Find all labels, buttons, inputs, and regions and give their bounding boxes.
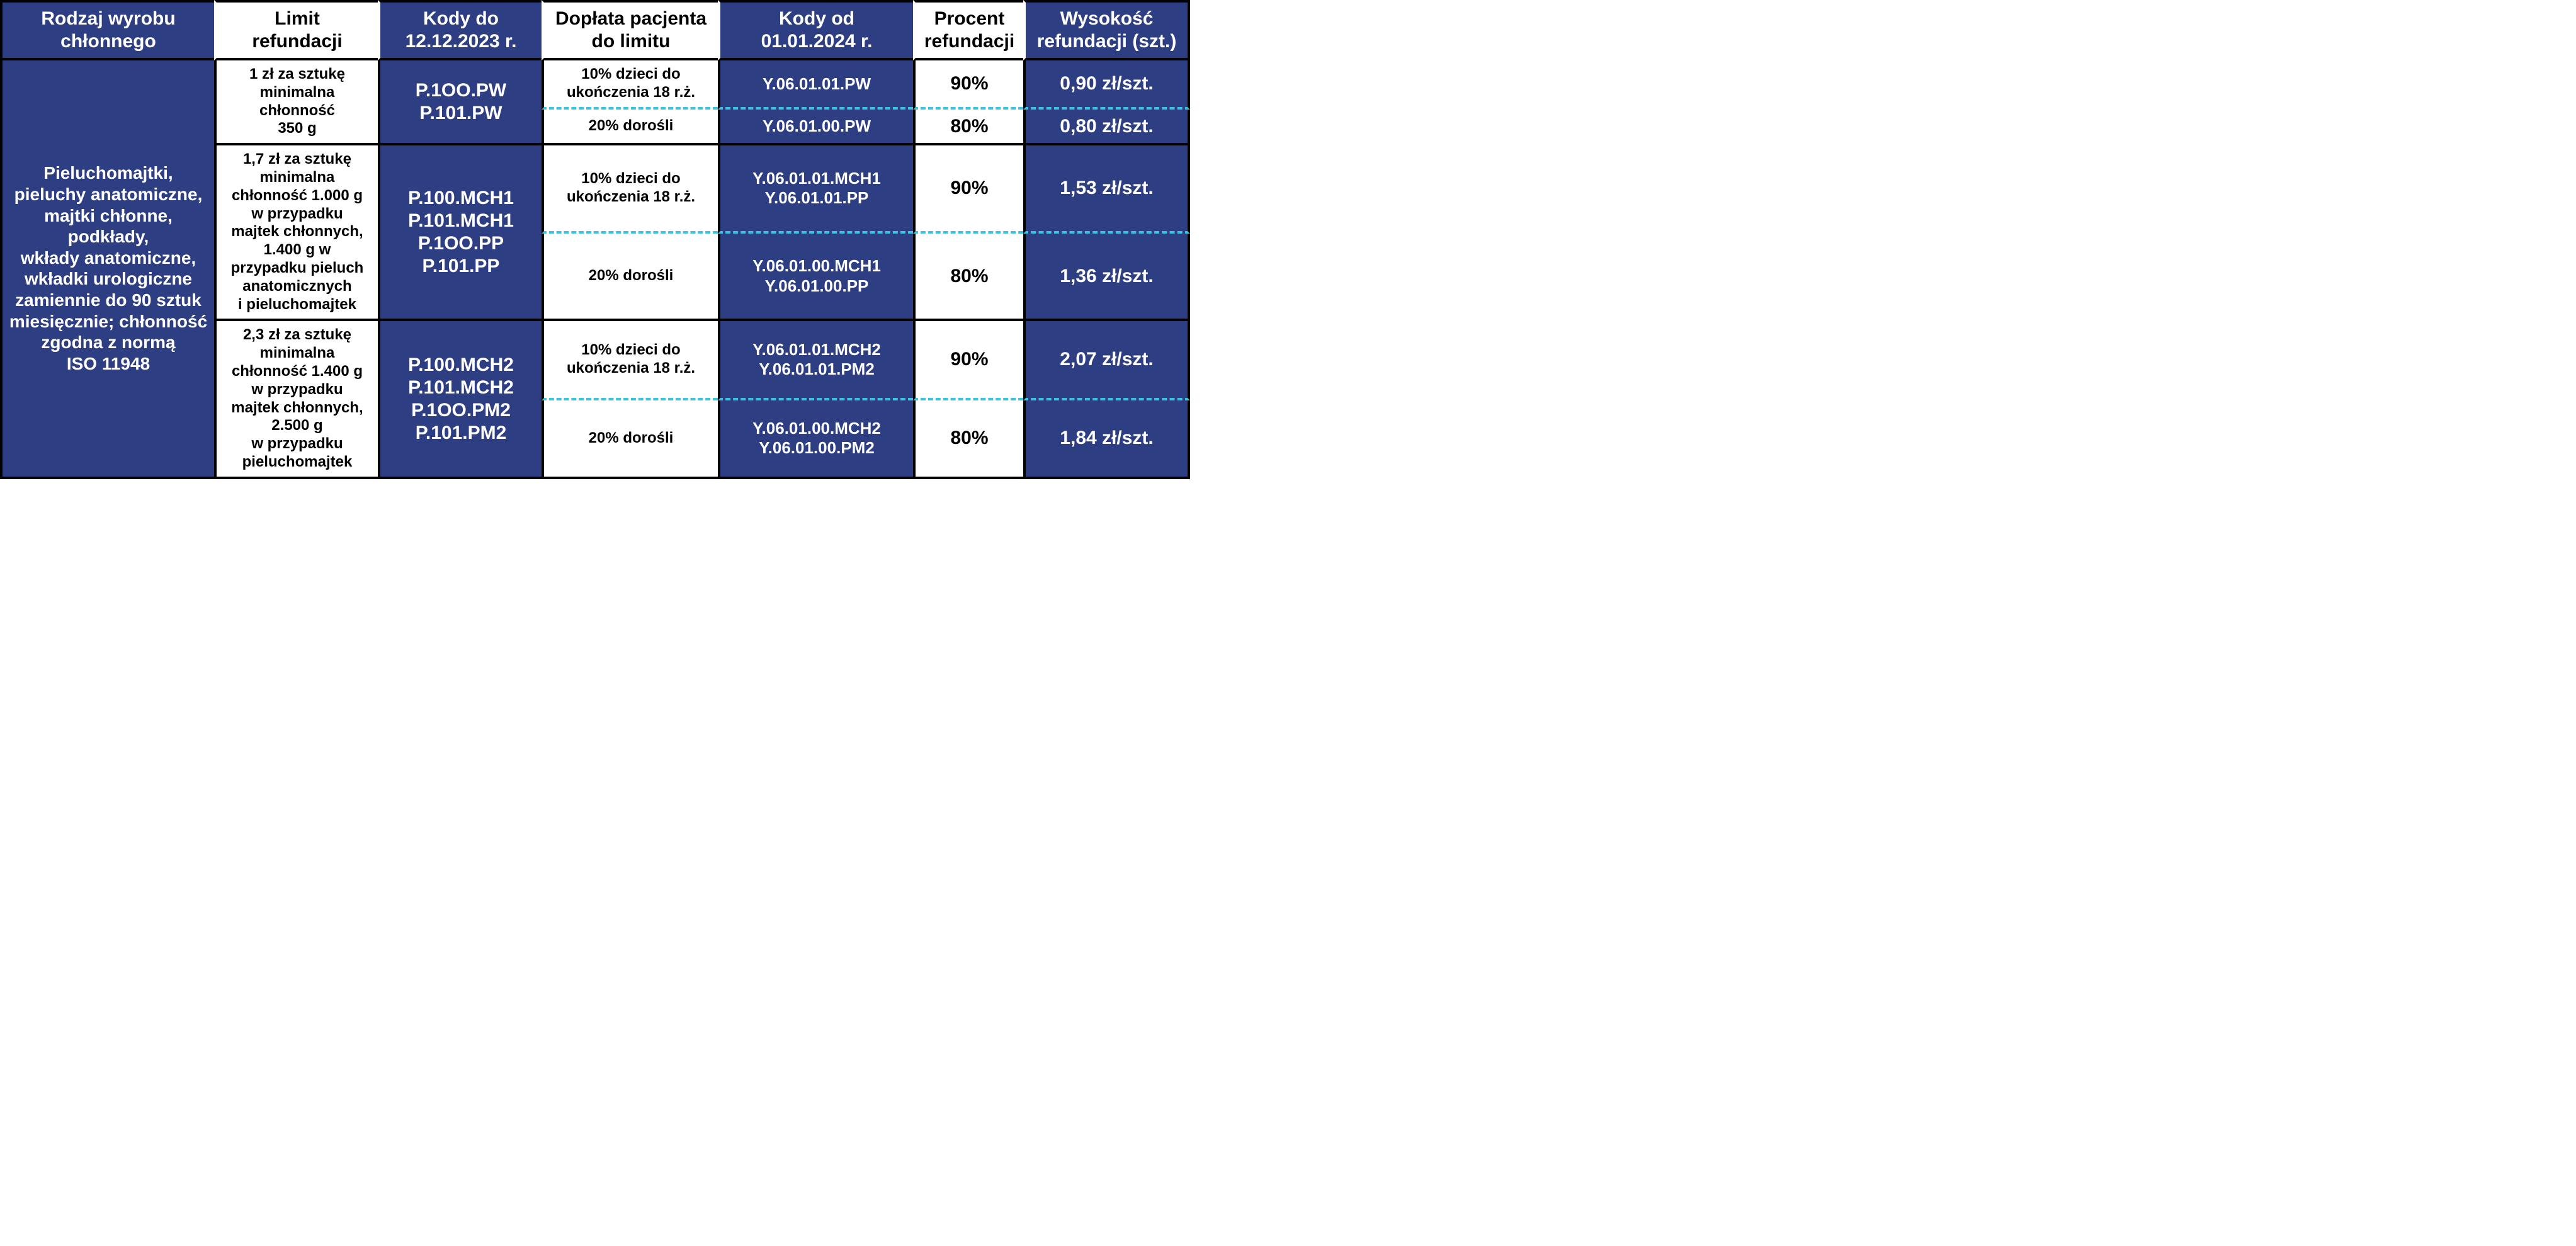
doplata-1-0: 10% dzieci do ukończenia 18 r.ż. [542, 145, 718, 234]
header-col-1: Rodzaj wyrobu chłonnego [0, 0, 214, 60]
pct-1-0: 90% [913, 145, 1023, 234]
new-codes-0-1: Y.06.01.00.PW [718, 110, 913, 145]
amt-2-0: 2,07 zł/szt. [1023, 321, 1190, 400]
product-type-label: Pieluchomajtki, pieluchy anatomiczne, ma… [0, 60, 214, 479]
new-codes-1-0: Y.06.01.01.MCH1 Y.06.01.01.PP [718, 145, 913, 234]
header-col-3: Kody do 12.12.2023 r. [378, 0, 542, 60]
doplata-2-0: 10% dzieci do ukończenia 18 r.ż. [542, 321, 718, 400]
header-col-6: Procent refundacji [913, 0, 1023, 60]
new-codes-2-1: Y.06.01.00.MCH2 Y.06.01.00.PM2 [718, 400, 913, 479]
pct-0-0: 90% [913, 60, 1023, 110]
header-col-4: Dopłata pacjenta do limitu [542, 0, 718, 60]
pct-0-1: 80% [913, 110, 1023, 145]
limit-1: 1,7 zł za sztukę minimalna chłonność 1.0… [214, 145, 378, 321]
new-codes-2-0: Y.06.01.01.MCH2 Y.06.01.01.PM2 [718, 321, 913, 400]
old-codes-1: P.100.MCH1 P.101.MCH1 P.1OO.PP P.101.PP [378, 145, 542, 321]
amt-0-0: 0,90 zł/szt. [1023, 60, 1190, 110]
old-codes-2: P.100.MCH2 P.101.MCH2 P.1OO.PM2 P.101.PM… [378, 321, 542, 479]
amt-0-1: 0,80 zł/szt. [1023, 110, 1190, 145]
reimbursement-table: Rodzaj wyrobu chłonnego Limit refundacji… [0, 0, 1190, 479]
header-col-7: Wysokość refundacji (szt.) [1023, 0, 1190, 60]
limit-0: 1 zł za sztukę minimalna chłonność 350 g [214, 60, 378, 145]
amt-1-0: 1,53 zł/szt. [1023, 145, 1190, 234]
new-codes-0-0: Y.06.01.01.PW [718, 60, 913, 110]
doplata-1-1: 20% dorośli [542, 234, 718, 322]
header-col-5: Kody od 01.01.2024 r. [718, 0, 913, 60]
amt-2-1: 1,84 zł/szt. [1023, 400, 1190, 479]
doplata-0-1: 20% dorośli [542, 110, 718, 145]
limit-2: 2,3 zł za sztukę minimalna chłonność 1.4… [214, 321, 378, 479]
old-codes-0: P.1OO.PW P.101.PW [378, 60, 542, 145]
header-col-2: Limit refundacji [214, 0, 378, 60]
amt-1-1: 1,36 zł/szt. [1023, 234, 1190, 322]
pct-2-1: 80% [913, 400, 1023, 479]
pct-1-1: 80% [913, 234, 1023, 322]
pct-2-0: 90% [913, 321, 1023, 400]
new-codes-1-1: Y.06.01.00.MCH1 Y.06.01.00.PP [718, 234, 913, 322]
doplata-2-1: 20% dorośli [542, 400, 718, 479]
doplata-0-0: 10% dzieci do ukończenia 18 r.ż. [542, 60, 718, 110]
